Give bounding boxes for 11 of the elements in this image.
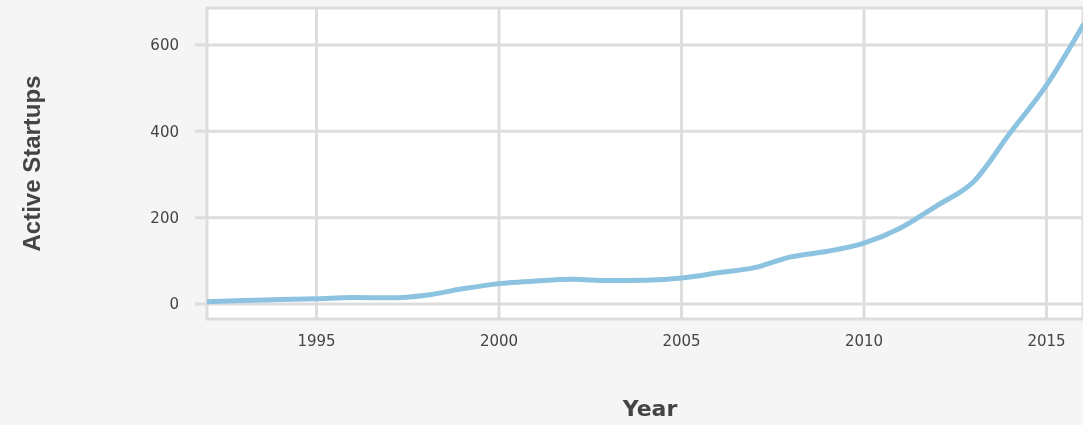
y-tick-label: 0 xyxy=(169,295,179,314)
x-tick-label: 2005 xyxy=(662,332,701,350)
x-tick-label: 2015 xyxy=(1027,332,1066,350)
x-tick-label: 2010 xyxy=(844,332,884,350)
x-axis-title: Year xyxy=(621,396,678,421)
x-tick-label: 2000 xyxy=(479,332,519,350)
y-tick-label: 600 xyxy=(150,36,179,55)
y-tick-label: 400 xyxy=(150,122,179,141)
x-tick-label: 1995 xyxy=(297,332,336,350)
y-tick-label: 200 xyxy=(150,208,179,227)
y-axis-title: Active Startups xyxy=(18,75,45,252)
